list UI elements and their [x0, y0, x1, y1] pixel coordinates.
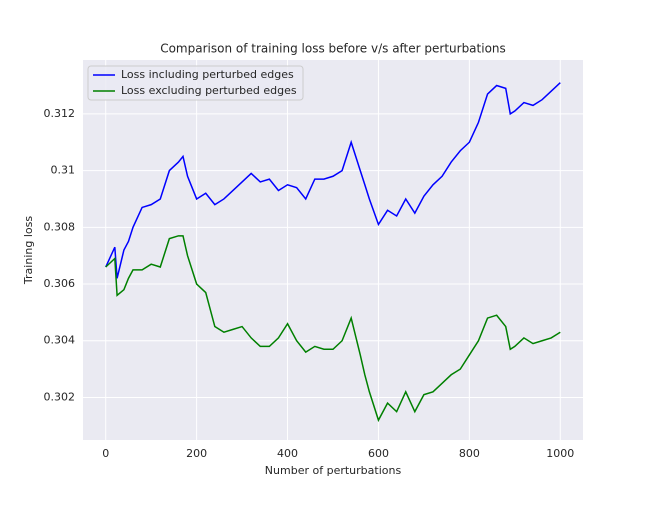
y-tick-label: 0.312	[44, 107, 76, 120]
y-tick-label: 0.304	[44, 334, 76, 347]
chart-title: Comparison of training loss before v/s a…	[160, 42, 506, 56]
legend-label: Loss excluding perturbed edges	[121, 84, 297, 97]
legend-box	[87, 65, 304, 101]
x-tick-label: 800	[459, 447, 480, 460]
y-tick-label: 0.302	[44, 390, 76, 403]
plot-area	[83, 60, 583, 440]
y-axis-label: Training loss	[22, 216, 35, 285]
y-tick-label: 0.31	[51, 164, 76, 177]
line	[105, 235, 561, 423]
y-tick-label: 0.308	[44, 220, 76, 233]
x-tick-label: 0	[102, 447, 109, 460]
legend-label: Loss including perturbed edges	[121, 68, 294, 81]
x-tick-label: 1000	[546, 447, 574, 460]
x-tick-label: 400	[277, 447, 298, 460]
y-tick-label: 0.306	[44, 277, 76, 290]
line	[105, 82, 561, 279]
x-tick-label: 600	[368, 447, 389, 460]
x-tick-label: 200	[186, 447, 207, 460]
x-axis-label: Number of perturbations	[265, 464, 402, 477]
